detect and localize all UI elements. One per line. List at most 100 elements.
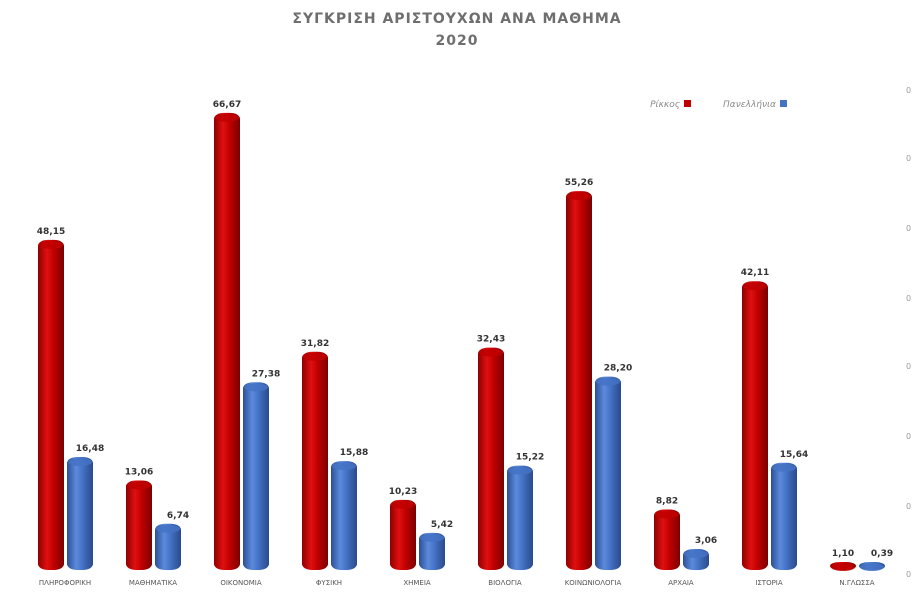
bar-cap [332, 462, 356, 470]
bar-body [126, 480, 152, 570]
bar-body [38, 240, 64, 570]
legend-swatch [684, 100, 691, 107]
y-tick-label: 0 [906, 154, 911, 163]
bar-cap [567, 192, 591, 200]
bar-cap [772, 464, 796, 472]
y-tick-label: 0 [906, 432, 911, 441]
bar-body [771, 463, 797, 570]
bar-body [654, 510, 680, 570]
bar-blue [155, 524, 181, 570]
bar-red [38, 240, 64, 570]
legend: Ρίκκος Πανελλήνια [650, 100, 787, 110]
bar-red [302, 352, 328, 570]
legend-label: Πανελλήνια [723, 100, 776, 110]
bar-cap [508, 467, 532, 475]
bar-blue [507, 466, 533, 570]
y-tick-label: 0 [906, 362, 911, 371]
data-label: 32,43 [477, 335, 505, 345]
bar-cap [244, 383, 268, 391]
data-label: 15,22 [516, 453, 544, 463]
bar-cap [479, 349, 503, 357]
legend-label: Ρίκκος [650, 100, 680, 110]
category-labels: ΠΛΗΡΟΦΟΡΙΚΗ ΜΑΘΗΜΑΤΙΚΑ ΟΙΚΟΝΟΜΙΑ ΦΥΣΙΚΗ ΧΗΜΕ… [39, 579, 875, 587]
bar-body [390, 500, 416, 570]
bar-body [331, 461, 357, 570]
bar-cap [39, 241, 63, 249]
bar-red [390, 500, 416, 570]
bar-blue [331, 461, 357, 570]
y-axis-ticks: 0 0 0 0 0 0 0 0 [906, 86, 911, 579]
category-label: ΠΛΗΡΟΦΟΡΙΚΗ [39, 579, 91, 587]
data-label: 28,20 [604, 364, 632, 374]
data-label: 8,82 [656, 497, 678, 507]
bar-red [478, 348, 504, 570]
category-label: ΒΙΟΛΟΓΙΑ [488, 579, 522, 587]
bar-cap [127, 481, 151, 489]
y-tick-label: 0 [906, 502, 911, 511]
bar-body [214, 113, 240, 570]
bar-body [478, 348, 504, 570]
y-tick-label: 0 [906, 86, 911, 95]
bar-blue [419, 533, 445, 570]
bar-cap [743, 282, 767, 290]
data-label: 1,10 [832, 549, 854, 559]
bar-cap [655, 511, 679, 519]
bar-cap [156, 525, 180, 533]
bar-blue [243, 382, 269, 570]
data-label: 3,06 [695, 536, 717, 546]
bars [38, 113, 885, 571]
category-label: ΧΗΜΕΙΑ [403, 579, 431, 587]
bar-cap [391, 501, 415, 509]
bar-body [595, 377, 621, 570]
bar-red [654, 510, 680, 570]
bar-body [507, 466, 533, 570]
bar-blue [67, 457, 93, 570]
category-label: ΙΣΤΟΡΙΑ [755, 579, 783, 587]
bar-blue [683, 549, 709, 570]
data-label: 5,42 [431, 520, 453, 530]
y-tick-label: 0 [906, 224, 911, 233]
bar-blue [859, 562, 885, 571]
data-label: 10,23 [389, 487, 417, 497]
data-label: 48,15 [37, 227, 65, 237]
bar-body [566, 191, 592, 570]
bar-blue [595, 377, 621, 570]
bar-red [126, 480, 152, 570]
data-label: 66,67 [213, 100, 241, 110]
bar-cap [831, 563, 855, 571]
legend-swatch [780, 100, 787, 107]
bar-cap [420, 534, 444, 542]
data-label: 31,82 [301, 339, 329, 349]
bar-red [214, 113, 240, 570]
bar-body [243, 382, 269, 570]
data-label: 55,26 [565, 178, 593, 188]
data-label: 15,64 [780, 450, 808, 460]
data-label: 0,39 [871, 549, 893, 559]
bar-cap [860, 563, 884, 571]
y-tick-label: 0 [906, 294, 911, 303]
bar-body [67, 457, 93, 570]
bar-cap [684, 550, 708, 558]
bar-red [566, 191, 592, 570]
data-label: 42,11 [741, 268, 769, 278]
category-label: ΦΥΣΙΚΗ [316, 579, 342, 587]
data-label: 13,06 [125, 467, 153, 477]
bar-red [830, 562, 856, 571]
bar-red [742, 281, 768, 570]
bar-body [742, 281, 768, 570]
bar-body [302, 352, 328, 570]
data-label: 15,88 [340, 448, 368, 458]
data-label: 16,48 [76, 444, 104, 454]
category-label: ΜΑΘΗΜΑΤΙΚΑ [129, 579, 177, 587]
category-label: ΟΙΚΟΝΟΜΙΑ [220, 579, 262, 587]
bar-cap [68, 458, 92, 466]
bar-cap [303, 353, 327, 361]
data-label: 6,74 [167, 511, 189, 521]
y-tick-label: 0 [906, 570, 911, 579]
category-label: Ν.ΓΛΩΣΣΑ [839, 579, 874, 587]
category-label: ΚΟΙΝΩΝΙΟΛΟΓΙΑ [565, 579, 622, 587]
category-label: ΑΡΧΑΙΑ [668, 579, 694, 587]
bar-blue [771, 463, 797, 570]
bar-cap [596, 378, 620, 386]
